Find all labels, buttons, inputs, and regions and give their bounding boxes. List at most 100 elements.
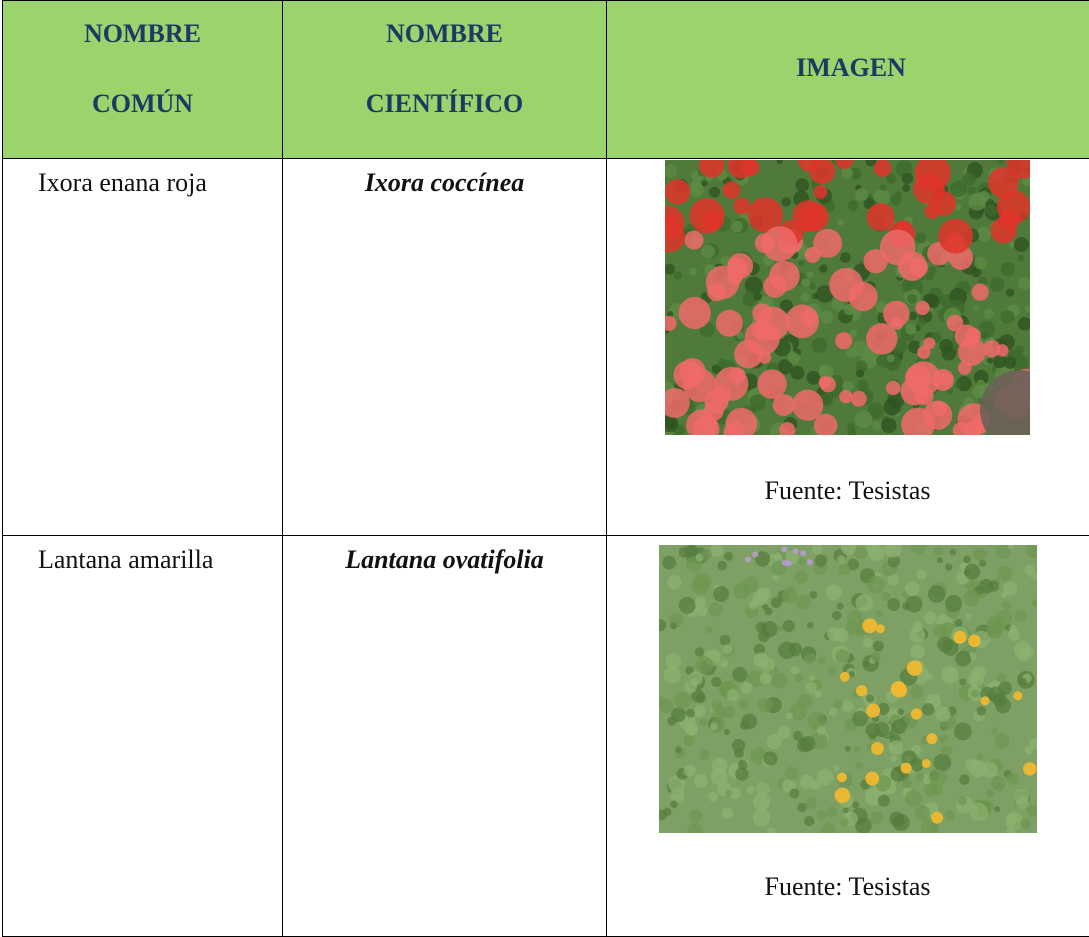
caption: Fuente: Tesistas — [764, 872, 931, 901]
photo-detail — [785, 712, 794, 720]
photo-detail — [688, 809, 703, 823]
photo-detail — [933, 623, 948, 638]
photo-detail — [787, 352, 800, 365]
photo-detail — [879, 229, 916, 266]
photo-detail — [1019, 677, 1027, 685]
photo-detail — [974, 256, 987, 270]
photo-detail — [1013, 691, 1023, 701]
photo-detail — [1009, 624, 1017, 633]
header-line: CIENTÍFICO — [365, 89, 524, 118]
photo-detail — [1003, 581, 1018, 596]
photo-detail — [784, 766, 799, 781]
photo-detail — [717, 358, 728, 369]
photo-detail — [840, 545, 857, 556]
photo-detail — [1013, 237, 1029, 253]
photo-detail — [890, 767, 905, 782]
photo-detail — [954, 324, 979, 348]
photo-detail — [866, 323, 898, 355]
photo-detail — [722, 181, 741, 199]
photo-detail — [733, 582, 750, 599]
photo-detail — [928, 266, 937, 275]
photo-detail — [708, 602, 723, 617]
photo-detail — [990, 727, 998, 735]
photo-detail — [855, 360, 868, 373]
photo-detail — [740, 682, 753, 695]
photo-detail — [794, 570, 808, 584]
photo-detail — [741, 160, 760, 177]
photo-detail — [849, 167, 862, 180]
photo-detail — [799, 309, 817, 327]
photo-detail — [804, 246, 821, 263]
photo-detail — [673, 360, 703, 390]
photo-detail — [752, 321, 771, 341]
photo-detail — [887, 555, 901, 568]
photo-detail — [976, 706, 987, 716]
header-cell: NOMBRE CIENTÍFICO — [282, 0, 607, 159]
photo-detail — [997, 565, 1013, 582]
photo-detail — [981, 761, 998, 778]
photo-detail — [1023, 762, 1037, 776]
photo-detail — [763, 751, 778, 766]
photo-detail — [659, 619, 667, 632]
photo-detail — [678, 296, 711, 330]
photo-detail — [959, 774, 970, 785]
photo-detail — [710, 545, 724, 558]
photo-detail — [708, 791, 719, 802]
photo-detail — [670, 707, 686, 723]
photo-detail — [938, 218, 973, 254]
photo-detail — [699, 718, 708, 727]
photo-detail — [772, 393, 795, 416]
photo-detail — [828, 707, 838, 717]
photo-detail — [701, 180, 708, 187]
photo-detail — [910, 758, 924, 772]
photo-detail — [959, 678, 967, 686]
header-cell: NOMBRE COMÚN — [2, 0, 283, 159]
photo-detail — [1002, 600, 1012, 610]
photo-detail — [872, 640, 884, 652]
photo-detail — [963, 555, 971, 564]
photo-detail — [701, 549, 712, 560]
photo-detail — [872, 189, 890, 207]
photo-detail — [941, 744, 953, 757]
photo-detail — [804, 815, 815, 827]
photo-detail — [814, 690, 822, 698]
photo-detail — [972, 385, 986, 399]
photo-detail — [812, 292, 819, 300]
photo-detail — [955, 650, 972, 667]
photo-detail — [792, 389, 824, 421]
photo-detail — [927, 585, 946, 603]
photo-detail — [954, 619, 963, 628]
photo-detail — [665, 387, 690, 418]
photo-detail — [865, 771, 880, 786]
photo-detail — [979, 559, 987, 567]
photo-detail — [915, 232, 927, 244]
photo-detail — [877, 794, 890, 807]
photo-detail — [701, 244, 715, 259]
photo-detail — [985, 204, 998, 217]
photo-detail — [691, 576, 710, 595]
photo-detail — [883, 300, 910, 328]
photo-detail — [970, 803, 989, 821]
photo-detail — [693, 705, 706, 718]
photo-detail — [717, 560, 728, 571]
photo-detail — [939, 339, 953, 353]
photo-detail — [973, 547, 987, 561]
photo-detail — [746, 785, 755, 794]
photo-detail — [659, 698, 674, 714]
photo-detail — [735, 767, 749, 781]
photo-detail — [844, 745, 851, 752]
photo-detail — [770, 560, 786, 576]
header-line: NOMBRE — [84, 19, 201, 48]
photo-detail — [941, 666, 959, 684]
photo-detail — [957, 795, 968, 806]
photo-detail — [781, 546, 788, 553]
photo-detail — [665, 164, 678, 179]
photo-detail — [871, 421, 882, 431]
photo-detail — [875, 609, 883, 618]
photo-detail — [856, 369, 865, 378]
photo-detail — [723, 421, 747, 435]
photo-detail — [781, 587, 798, 604]
photo-detail — [764, 607, 773, 616]
photo-detail — [788, 642, 803, 657]
photo-detail — [954, 382, 961, 389]
